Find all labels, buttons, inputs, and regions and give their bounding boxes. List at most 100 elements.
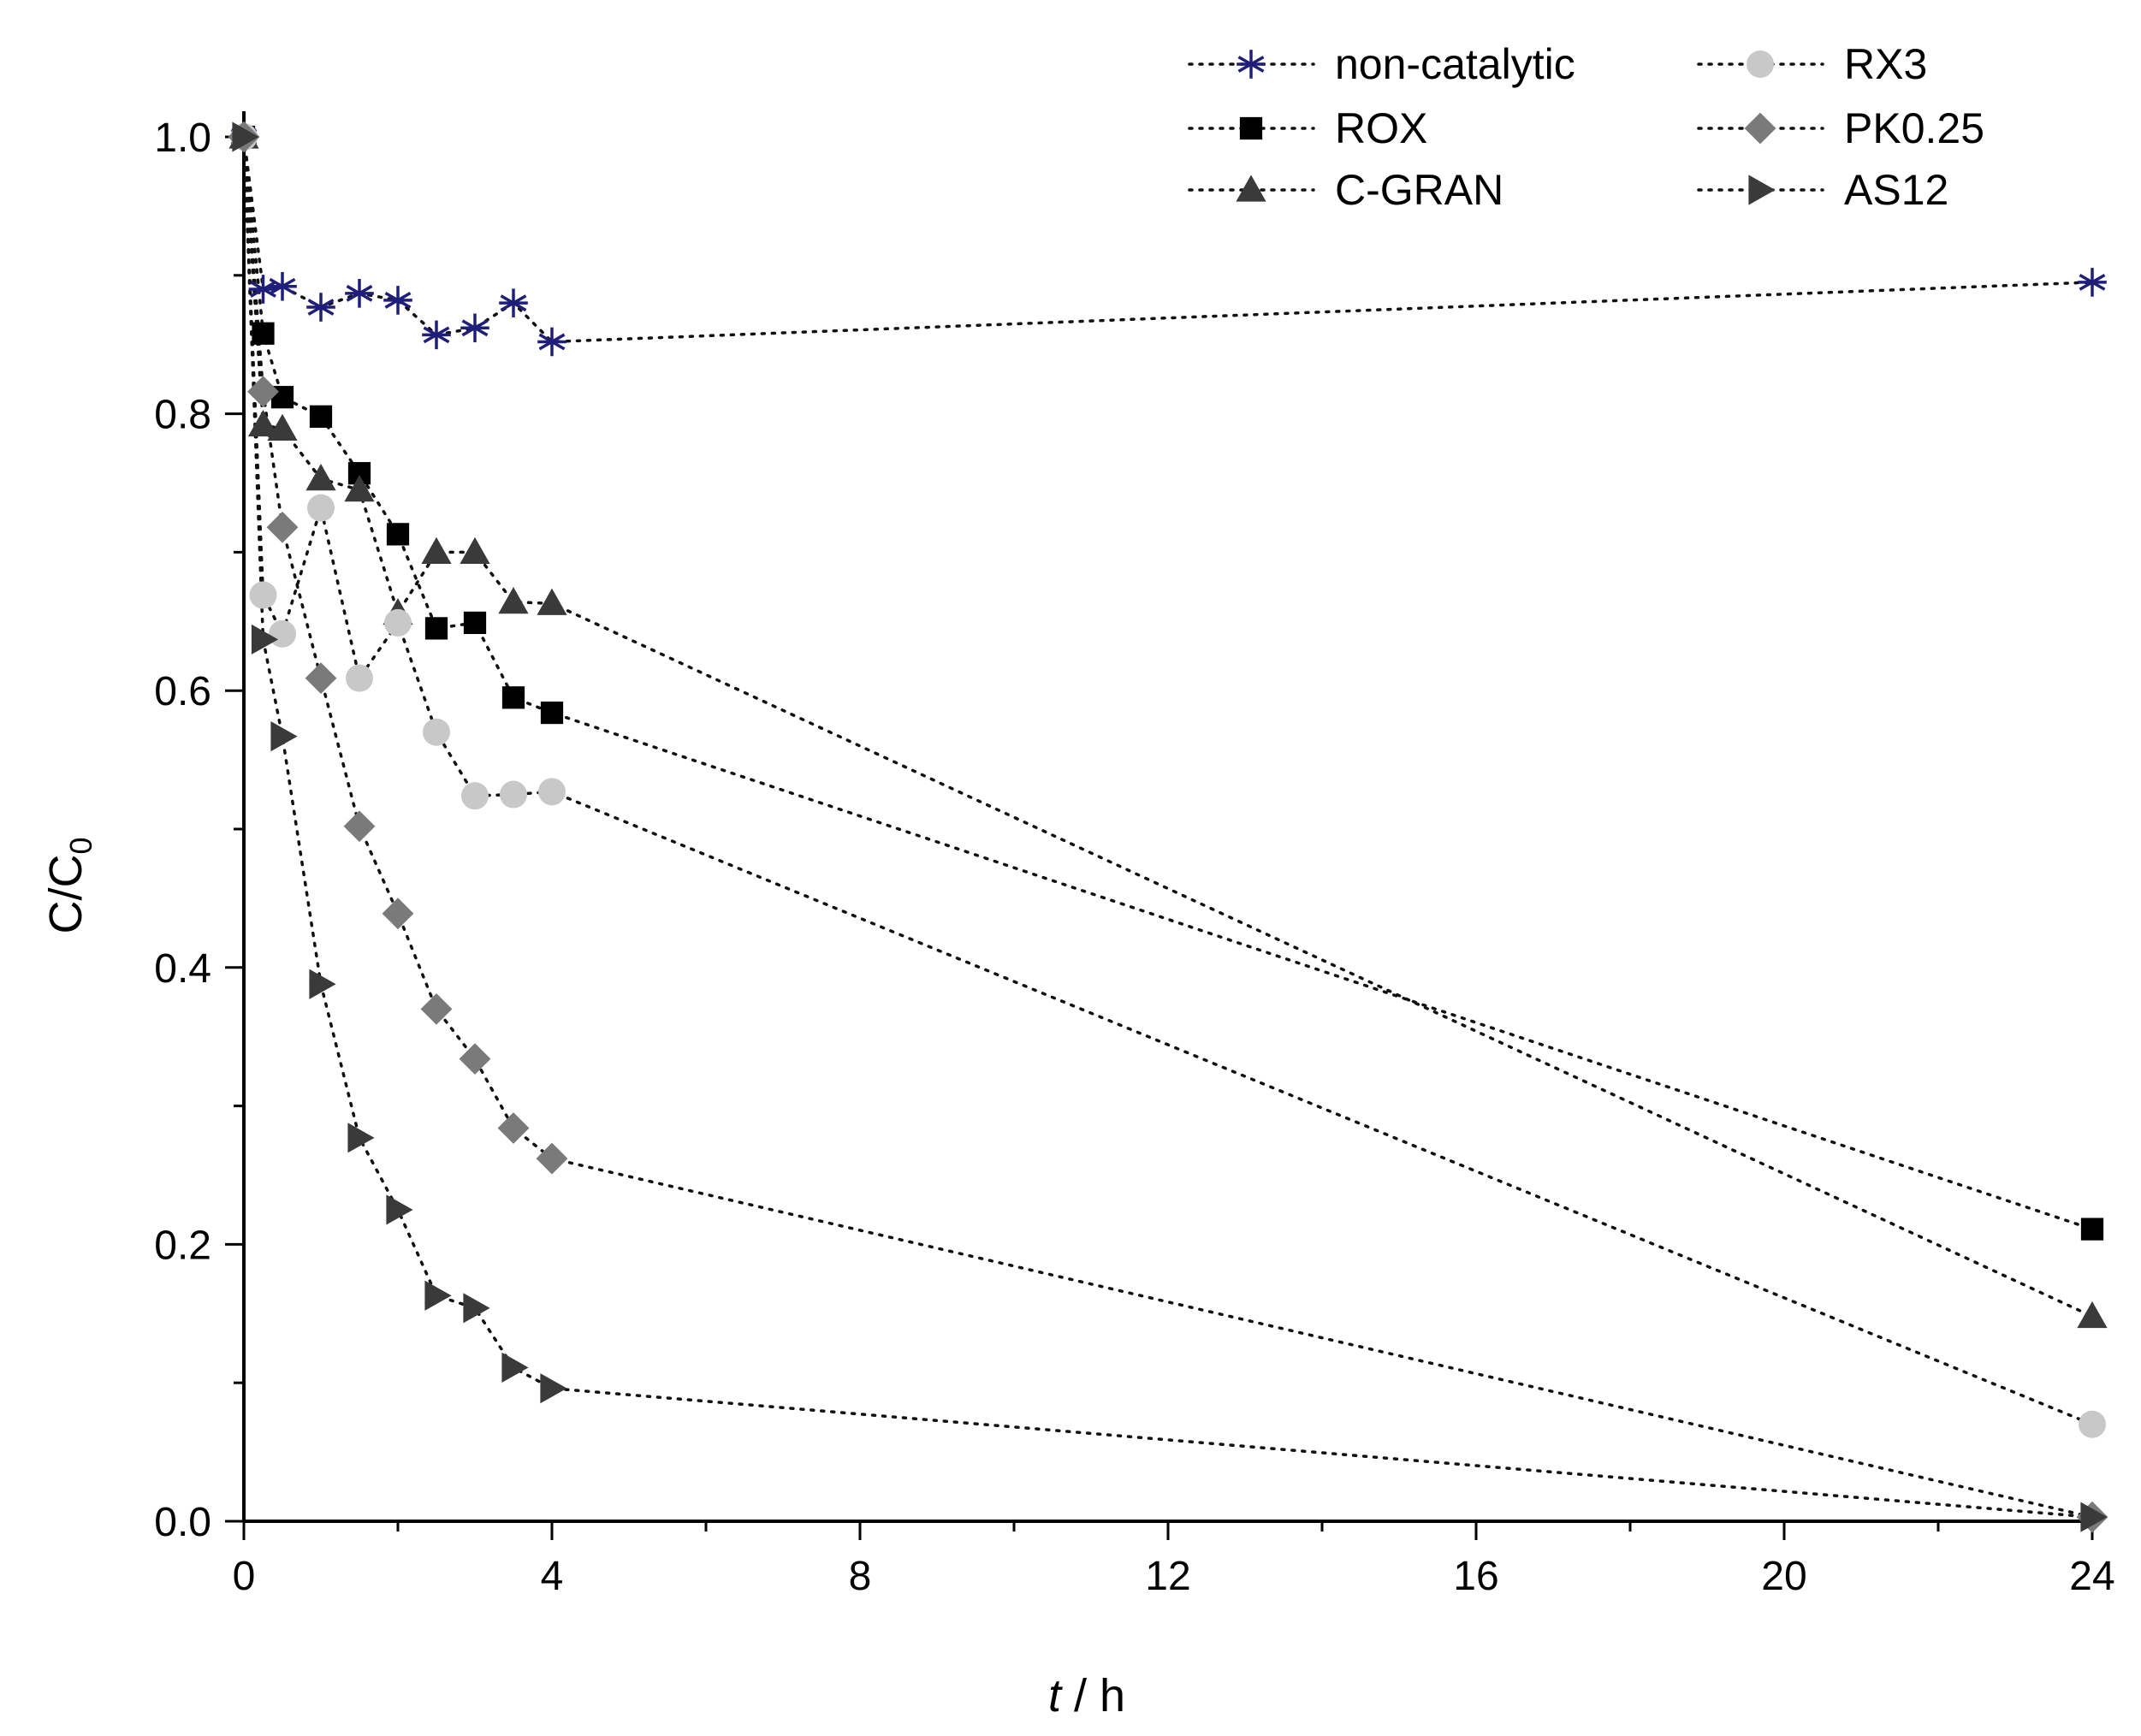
legend-marker [1239,116,1263,140]
axes: 0 4 8 12 16 20 24 0.0 0.2 0.4 0.6 0.8 1.0 [154,111,2115,1599]
data-point-as12 [251,624,279,655]
data-point-pk0-25 [382,898,414,930]
y-tick-label: 0.6 [154,669,211,714]
data-point-rox [424,617,448,640]
data-point-c-gran [460,536,490,564]
data-point-c-gran [498,587,529,614]
data-point-non-catalytic [306,293,335,322]
data-point-rox [501,686,525,709]
data-point-as12 [424,1280,452,1311]
data-point-rx3 [461,782,489,810]
data-point-c-gran [2077,1301,2108,1329]
data-point-non-catalytic [383,286,412,315]
data-point-rox [252,322,275,345]
legend-label: RX3 [1844,40,1927,88]
y-tick-label: 1.0 [154,116,211,161]
data-point-as12 [309,969,336,999]
x-tick-label: 0 [233,1554,256,1599]
x-axis-title-rest: / h [1061,1670,1125,1721]
series-line-rx3 [242,135,2094,1426]
y-axis-title-sub: 0 [63,837,98,854]
legend-item-c-gran: C-GRAN [1188,166,1503,214]
data-point-pk0-25 [420,992,453,1025]
legend-label: PK0.25 [1844,104,1984,152]
data-point-rox [309,405,333,428]
legend-item-pk0-25: PK0.25 [1697,104,1984,152]
data-point-rx3 [249,581,277,609]
x-tick-label: 24 [2069,1554,2114,1599]
legend-marker [1236,175,1266,202]
legend-item-as12: AS12 [1697,166,1948,214]
legend-marker [1747,50,1774,78]
data-point-as12 [347,1123,375,1153]
data-point-non-catalytic [499,288,528,317]
data-point-pk0-25 [266,511,299,543]
data-point-non-catalytic [2078,268,2107,297]
series-line-c-gran [242,135,2094,1318]
legend-label: ROX [1335,104,1427,152]
series-lines [242,135,2094,1519]
series-markers-rx3 [230,123,2106,1438]
legend-marker [1237,50,1266,79]
series-markers-pk0-25 [228,121,2108,1533]
legend-label: non-catalytic [1335,40,1575,88]
legend-marker [1744,112,1776,145]
data-point-as12 [540,1373,567,1404]
x-tick-label: 8 [849,1554,872,1599]
data-point-as12 [270,720,298,752]
data-point-non-catalytic [460,313,489,343]
y-axis-title-main: C/C [40,855,92,934]
legend-item-rx3: RX3 [1697,40,1927,88]
data-point-rx3 [423,718,450,746]
data-point-rox [2080,1218,2104,1241]
y-axis-title: C/C0 [40,837,98,933]
data-point-rx3 [346,664,373,692]
legend-label: C-GRAN [1335,166,1503,214]
x-axis-title: t / h [1048,1670,1125,1721]
data-point-c-gran [267,413,298,441]
data-point-rx3 [2079,1410,2106,1438]
legend-item-non-catalytic: non-catalytic [1188,40,1575,88]
series-markers-non-catalytic [229,122,2107,357]
x-tick-label: 12 [1145,1554,1190,1599]
x-tick-label: 4 [541,1554,564,1599]
y-tick-label: 0.0 [154,1500,211,1545]
data-point-pk0-25 [497,1112,530,1144]
series-line-non-catalytic [242,135,2094,344]
data-point-c-gran [305,464,336,491]
data-point-as12 [2080,1502,2108,1532]
x-tick-label: 20 [1761,1554,1806,1599]
x-tick-label: 16 [1453,1554,1498,1599]
data-point-as12 [232,121,259,152]
data-point-as12 [386,1194,413,1225]
series-markers-as12 [232,121,2108,1532]
data-point-c-gran [344,474,375,502]
series-line-pk0-25 [242,135,2094,1519]
y-tick-label: 0.2 [154,1223,211,1268]
data-point-rx3 [384,608,412,637]
data-point-non-catalytic [537,327,566,357]
y-tick-label: 0.8 [154,393,211,438]
data-point-rx3 [269,619,296,648]
data-point-non-catalytic [345,279,374,308]
data-point-pk0-25 [305,662,337,695]
data-point-as12 [501,1352,529,1383]
legend-marker [1748,175,1776,205]
data-point-rox [540,701,564,725]
data-point-non-catalytic [268,271,297,301]
series-line-as12 [242,135,2094,1519]
legend: non-catalytic RX3 ROX PK0.25 C-GRAN AS12 [1188,40,1984,214]
data-point-rox [386,523,410,546]
legend-label: AS12 [1844,166,1948,214]
data-point-c-gran [421,536,452,564]
data-point-non-catalytic [422,320,451,350]
data-point-pk0-25 [459,1043,491,1075]
data-point-rx3 [538,778,566,806]
data-point-c-gran [247,409,279,437]
data-point-c-gran [537,588,567,615]
series-markers [228,121,2108,1533]
legend-item-rox: ROX [1188,104,1427,152]
data-point-rx3 [500,780,527,809]
data-point-rx3 [307,494,335,522]
